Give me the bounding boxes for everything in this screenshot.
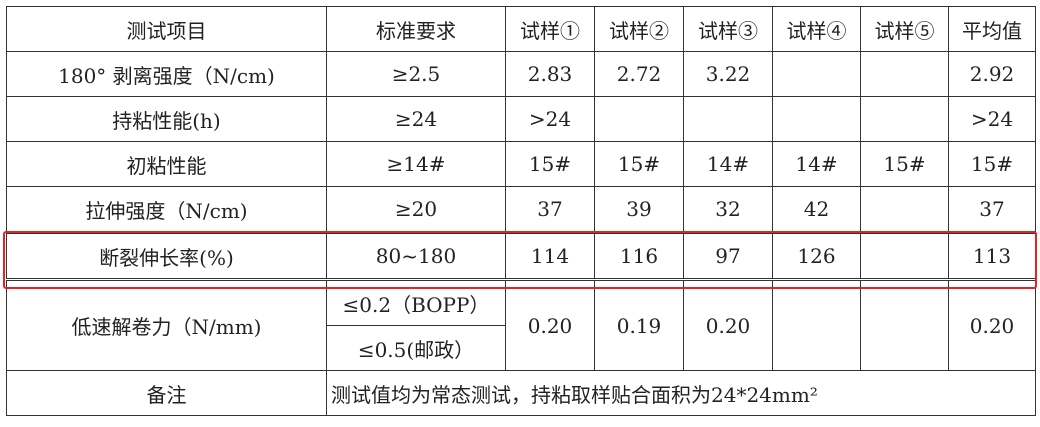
sample-cell: 15# [860, 141, 949, 187]
remark-text: 测试值均为常态测试，持粘取样贴合面积为24*24mm² [326, 370, 1036, 416]
avg-cell: 37 [948, 186, 1036, 233]
item-cell: 持粘性能(h) [6, 96, 327, 142]
sample-cell: 2.83 [505, 51, 595, 97]
std-cell: ≥2.5 [326, 51, 506, 97]
table-row: 初粘性能 ≥14# 15# 15# 14# 14# 15# 15# [6, 141, 1036, 187]
item-cell: 180° 剥离强度（N/cm) [6, 51, 327, 97]
sample-cell [772, 96, 861, 142]
item-cell: 拉伸强度（N/cm) [6, 186, 327, 233]
sample-cell [860, 186, 949, 233]
avg-cell: 0.20 [948, 279, 1036, 371]
sample-cell [860, 279, 949, 371]
avg-cell: >24 [948, 96, 1036, 142]
table-row: 持粘性能(h) ≥24 >24 >24 [6, 96, 1036, 142]
sample-cell: 32 [683, 186, 773, 233]
sample-cell: 2.72 [594, 51, 684, 97]
sample-cell: 114 [505, 231, 595, 281]
sample-cell [594, 96, 684, 142]
avg-cell: 113 [948, 231, 1036, 281]
header-row: 测试项目 标准要求 试样① 试样② 试样③ 试样④ 试样⑤ 平均值 [6, 6, 1036, 52]
sample-cell [772, 279, 861, 371]
std-cell: ≥20 [326, 186, 506, 233]
std-cell: ≤0.5(邮政） [326, 325, 506, 371]
sample-cell: 116 [594, 231, 684, 281]
sample-cell: 39 [594, 186, 684, 233]
sample-cell: 97 [683, 231, 773, 281]
sample-cell: 0.19 [594, 279, 684, 371]
sample-cell [860, 96, 949, 142]
header-cell: 试样③ [683, 6, 773, 52]
sample-cell: 14# [683, 141, 773, 187]
header-cell: 测试项目 [6, 6, 327, 52]
avg-cell: 15# [948, 141, 1036, 187]
header-cell: 试样⑤ [860, 6, 949, 52]
remark-label: 备注 [6, 370, 327, 416]
sample-cell [683, 96, 773, 142]
remark-row: 备注 测试值均为常态测试，持粘取样贴合面积为24*24mm² [6, 370, 1036, 416]
sample-cell: >24 [505, 96, 595, 142]
sample-cell: 15# [505, 141, 595, 187]
std-cell: 80~180 [326, 231, 506, 281]
item-cell: 初粘性能 [6, 141, 327, 187]
sample-cell: 14# [772, 141, 861, 187]
table-row: 拉伸强度（N/cm) ≥20 37 39 32 42 37 [6, 186, 1036, 233]
sample-cell: 3.22 [683, 51, 773, 97]
std-cell: ≥14# [326, 141, 506, 187]
table-row: 低速解卷力（N/mm) ≤0.2（BOPP） 0.20 0.19 0.20 0.… [6, 279, 1036, 371]
std-cell: ≥24 [326, 96, 506, 142]
sample-cell: 126 [772, 231, 861, 281]
std-cell: ≤0.2（BOPP） [326, 279, 506, 326]
test-results-table: 测试项目 标准要求 试样① 试样② 试样③ 试样④ 试样⑤ 平均值 180° 剥… [6, 6, 1036, 416]
header-cell: 试样④ [772, 6, 861, 52]
sample-cell: 42 [772, 186, 861, 233]
sample-cell [860, 231, 949, 281]
header-cell: 试样① [505, 6, 595, 52]
sample-cell: 15# [594, 141, 684, 187]
sample-cell: 0.20 [683, 279, 773, 371]
header-cell: 试样② [594, 6, 684, 52]
header-cell: 平均值 [948, 6, 1036, 52]
sample-cell [860, 51, 949, 97]
sample-cell [772, 51, 861, 97]
item-cell: 低速解卷力（N/mm) [6, 279, 327, 371]
item-cell: 断裂伸长率(%) [6, 231, 327, 281]
avg-cell: 2.92 [948, 51, 1036, 97]
sample-cell: 0.20 [505, 279, 595, 371]
table-row: ≤0.5(邮政） [7, 325, 1036, 371]
highlighted-table-row: 断裂伸长率(%) 80~180 114 116 97 126 113 [6, 231, 1036, 281]
table-row: 180° 剥离强度（N/cm) ≥2.5 2.83 2.72 3.22 2.92 [6, 51, 1036, 97]
header-cell: 标准要求 [326, 6, 506, 52]
sample-cell: 37 [505, 186, 595, 233]
